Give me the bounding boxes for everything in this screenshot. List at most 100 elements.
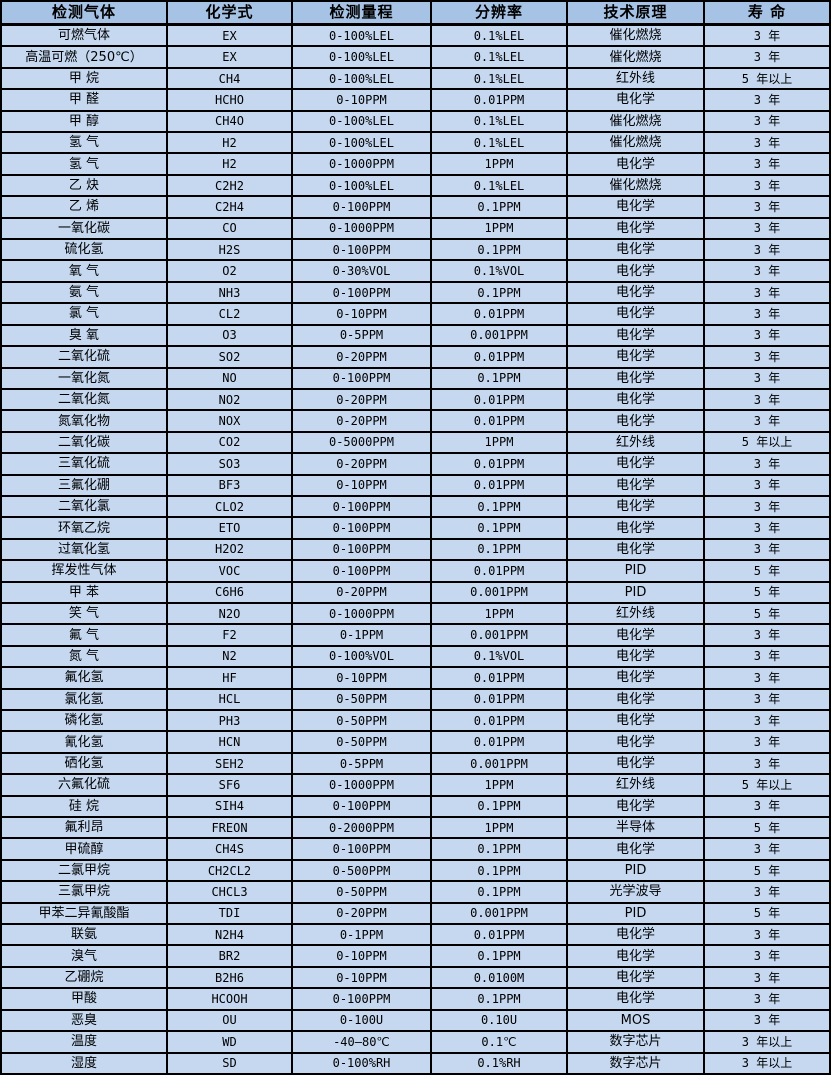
cell-gas-name: 乙硼烷	[2, 967, 168, 988]
cell-resolution: 0.1PPM	[432, 518, 568, 538]
cell-chemical-formula: O2	[168, 261, 293, 281]
cell-resolution: 1PPM	[432, 432, 568, 453]
cell-chemical-formula: H2O2	[168, 539, 293, 560]
table-row: 二氧化硫 SO2 0-20PPM 0.01PPM 电化学 3 年	[2, 347, 829, 369]
table-row: 甲硫醇 CH4S 0-100PPM 0.1PPM 电化学 3 年	[2, 839, 829, 861]
cell-resolution: 0.0100M	[432, 967, 568, 988]
cell-chemical-formula: B2H6	[168, 967, 293, 988]
cell-lifespan: 3 年	[753, 199, 781, 214]
cell-chemical-formula: WD	[168, 1032, 293, 1052]
cell-chemical-formula: SO2	[168, 347, 293, 367]
cell-lifespan: 5 年	[753, 585, 781, 600]
table-row: 氟利昂 FREON 0-2000PPM 1PPM 半导体 5 年	[2, 818, 829, 840]
cell-detection-range: 0-500PPM	[293, 860, 432, 881]
cell-gas-name: 二氧化氯	[2, 496, 168, 517]
cell-technology: 催化燃烧	[568, 26, 705, 46]
cell-resolution: 0.01PPM	[432, 304, 568, 324]
cell-detection-range: 0-20PPM	[293, 347, 432, 367]
cell-gas-name: 氢 气	[2, 154, 168, 174]
table-row: 氟化氢 HF 0-10PPM 0.01PPM 电化学 3 年	[2, 668, 829, 690]
cell-lifespan: 5 年	[753, 563, 781, 578]
cell-resolution: 0.01PPM	[432, 689, 568, 709]
cell-chemical-formula: ETO	[168, 518, 293, 538]
cell-lifespan: 3 年	[753, 135, 781, 150]
cell-detection-range: 0-100PPM	[293, 197, 432, 217]
cell-technology: 电化学	[568, 646, 705, 667]
cell-gas-name: 一氧化氮	[2, 368, 168, 388]
cell-detection-range: 0-1PPM	[293, 925, 432, 945]
cell-chemical-formula: BF3	[168, 475, 293, 495]
cell-lifespan: 5 年	[753, 906, 781, 921]
cell-chemical-formula: SO3	[168, 454, 293, 474]
cell-detection-range: 0-10PPM	[293, 304, 432, 324]
table-row: 氮 气 N2 0-100%VOL 0.1%VOL 电化学 3 年	[2, 646, 829, 669]
cell-resolution: 0.1%RH	[432, 1053, 568, 1073]
cell-gas-name: 氟化氢	[2, 668, 168, 688]
table-row: 甲 醛 HCHO 0-10PPM 0.01PPM 电化学 3 年	[2, 90, 829, 112]
cell-technology: 电化学	[568, 197, 705, 217]
cell-lifespan: 3 年	[753, 842, 781, 857]
cell-technology: MOS	[568, 1010, 705, 1031]
cell-lifespan: 3 年	[753, 328, 781, 343]
cell-detection-range: 0-50PPM	[293, 711, 432, 731]
cell-technology: 数字芯片	[568, 1053, 705, 1073]
cell-detection-range: 0-100PPM	[293, 539, 432, 560]
cell-technology: 电化学	[568, 989, 705, 1009]
cell-lifespan: 3 年	[753, 499, 781, 514]
cell-chemical-formula: HCOOH	[168, 989, 293, 1009]
cell-chemical-formula: OU	[168, 1010, 293, 1031]
cell-detection-range: 0-100%LEL	[293, 26, 432, 46]
cell-chemical-formula: EX	[168, 26, 293, 46]
cell-technology: 电化学	[568, 218, 705, 239]
cell-lifespan: 3 年	[753, 735, 781, 750]
cell-detection-range: 0-100%LEL	[293, 133, 432, 153]
cell-lifespan: 3 年	[753, 157, 781, 172]
cell-gas-name: 氟 气	[2, 625, 168, 645]
cell-detection-range: 0-5PPM	[293, 325, 432, 346]
table-row: 三氧化硫 SO3 0-20PPM 0.01PPM 电化学 3 年	[2, 454, 829, 476]
cell-technology: PID	[568, 860, 705, 881]
cell-gas-name: 氮氧化物	[2, 411, 168, 431]
cell-lifespan: 3 年	[753, 306, 781, 321]
cell-chemical-formula: HF	[168, 668, 293, 688]
table-row: 磷化氢 PH3 0-50PPM 0.01PPM 电化学 3 年	[2, 711, 829, 733]
cell-chemical-formula: H2S	[168, 240, 293, 260]
cell-detection-range: 0-1000PPM	[293, 603, 432, 624]
cell-gas-name: 过氧化氢	[2, 539, 168, 560]
cell-chemical-formula: BR2	[168, 946, 293, 966]
cell-lifespan: 3 年	[753, 349, 781, 364]
cell-technology: 电化学	[568, 668, 705, 688]
cell-resolution: 0.1PPM	[432, 282, 568, 303]
cell-lifespan: 5 年以上	[741, 71, 793, 86]
cell-technology: 半导体	[568, 818, 705, 838]
cell-gas-name: 甲 醇	[2, 111, 168, 132]
cell-detection-range: 0-1PPM	[293, 625, 432, 645]
table-row: 三氯甲烷 CHCL3 0-50PPM 0.1PPM 光学波导 3 年	[2, 882, 829, 904]
cell-technology: 电化学	[568, 389, 705, 410]
cell-detection-range: 0-1000PPM	[293, 218, 432, 239]
cell-detection-range: 0-100U	[293, 1010, 432, 1031]
cell-technology: 电化学	[568, 347, 705, 367]
cell-resolution: 0.1PPM	[432, 496, 568, 517]
cell-lifespan: 3 年	[753, 970, 781, 985]
cell-lifespan: 3 年	[753, 949, 781, 964]
table-row: 甲 醇 CH4O 0-100%LEL 0.1%LEL 催化燃烧 3 年	[2, 111, 829, 134]
cell-chemical-formula: N2	[168, 646, 293, 667]
table-row: 甲 烷 CH4 0-100%LEL 0.1%LEL 红外线 5 年以上	[2, 68, 829, 91]
cell-resolution: 0.1PPM	[432, 989, 568, 1009]
cell-chemical-formula: CL2	[168, 304, 293, 324]
cell-technology: PID	[568, 903, 705, 924]
cell-lifespan: 3 年以上	[741, 1034, 793, 1049]
table-row: 硅 烷 SIH4 0-100PPM 0.1PPM 电化学 3 年	[2, 796, 829, 819]
cell-detection-range: 0-100PPM	[293, 796, 432, 817]
cell-lifespan: 3 年	[753, 628, 781, 643]
cell-technology: 电化学	[568, 154, 705, 174]
cell-chemical-formula: NO2	[168, 389, 293, 410]
cell-chemical-formula: F2	[168, 625, 293, 645]
cell-lifespan: 3 年	[753, 242, 781, 257]
cell-chemical-formula: NH3	[168, 282, 293, 303]
cell-chemical-formula: NOX	[168, 411, 293, 431]
table-row: 氢 气 H2 0-1000PPM 1PPM 电化学 3 年	[2, 154, 829, 176]
cell-lifespan: 3 年	[753, 414, 781, 429]
table-row: 乙 烯 C2H4 0-100PPM 0.1PPM 电化学 3 年	[2, 197, 829, 219]
